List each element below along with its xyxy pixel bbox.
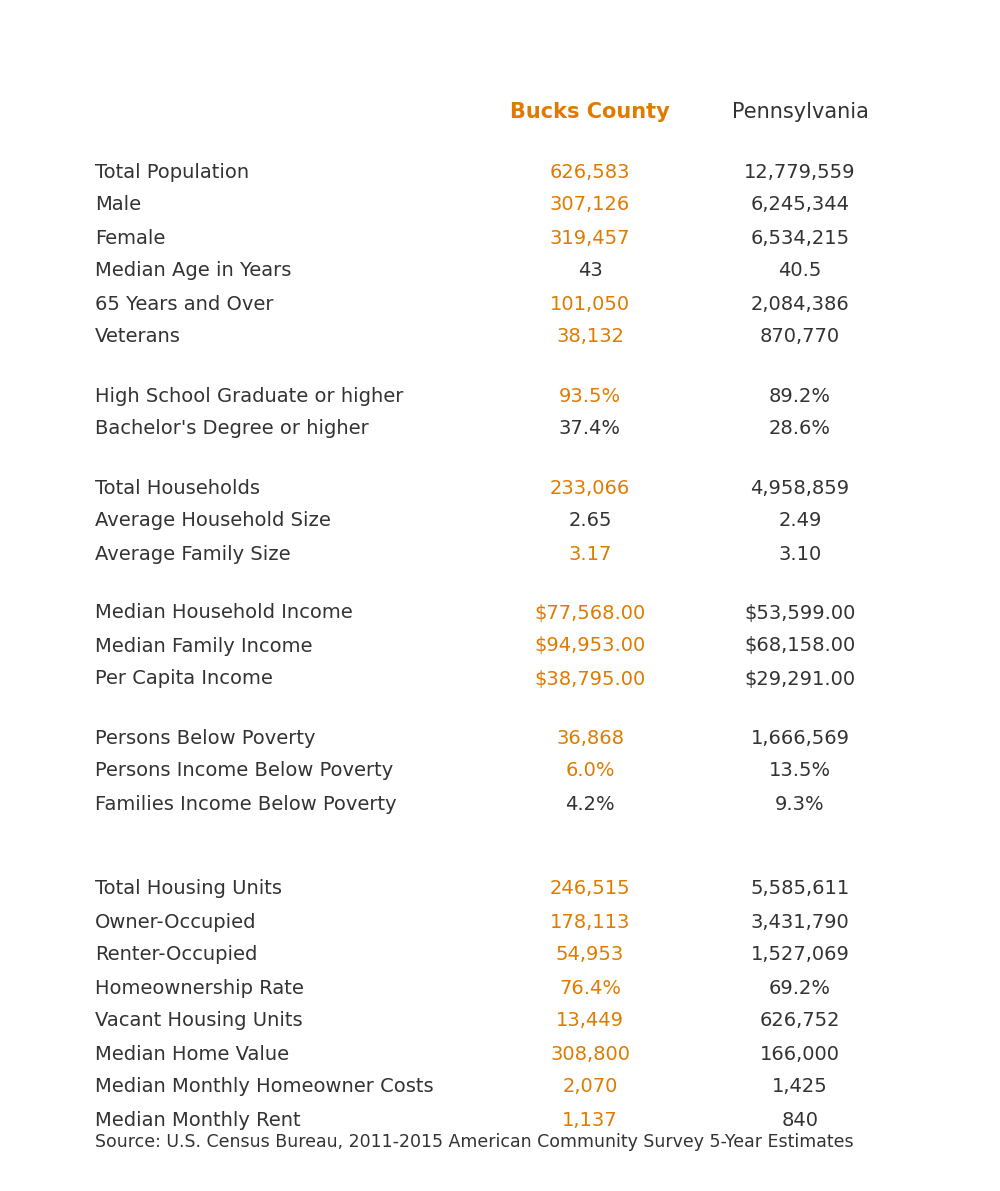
Text: Veterans: Veterans: [95, 328, 181, 347]
Text: 37.4%: 37.4%: [559, 419, 621, 438]
Text: 1,425: 1,425: [772, 1078, 828, 1097]
Text: Owner-Occupied: Owner-Occupied: [95, 912, 256, 931]
Text: 4.2%: 4.2%: [565, 794, 615, 813]
Text: 43: 43: [578, 262, 602, 281]
Text: 3.17: 3.17: [568, 544, 612, 563]
Text: Average Household Size: Average Household Size: [95, 511, 331, 530]
Text: 38,132: 38,132: [556, 328, 624, 347]
Text: 870,770: 870,770: [760, 328, 840, 347]
Text: 76.4%: 76.4%: [559, 979, 621, 998]
Text: 12,779,559: 12,779,559: [744, 162, 856, 181]
Text: 13.5%: 13.5%: [769, 761, 831, 780]
Text: 2.65: 2.65: [568, 511, 612, 530]
Text: 54,953: 54,953: [556, 946, 624, 965]
Text: 6,245,344: 6,245,344: [750, 195, 850, 214]
Text: 2,070: 2,070: [562, 1078, 618, 1097]
Text: 178,113: 178,113: [550, 912, 630, 931]
Text: High School Graduate or higher: High School Graduate or higher: [95, 387, 403, 405]
Text: Persons Below Poverty: Persons Below Poverty: [95, 729, 316, 748]
Text: $53,599.00: $53,599.00: [744, 604, 856, 623]
Text: 3.10: 3.10: [778, 544, 822, 563]
Text: Bucks County: Bucks County: [510, 102, 670, 121]
Text: 89.2%: 89.2%: [769, 387, 831, 405]
Text: Total Housing Units: Total Housing Units: [95, 879, 282, 898]
Text: 308,800: 308,800: [550, 1045, 630, 1064]
Text: Median Home Value: Median Home Value: [95, 1045, 289, 1064]
Text: 626,583: 626,583: [550, 162, 630, 181]
Text: Per Capita Income: Per Capita Income: [95, 669, 273, 688]
Text: 2.49: 2.49: [778, 511, 822, 530]
Text: 6,534,215: 6,534,215: [750, 229, 850, 248]
Text: Average Family Size: Average Family Size: [95, 544, 291, 563]
Text: Renter-Occupied: Renter-Occupied: [95, 946, 257, 965]
Text: Median Monthly Rent: Median Monthly Rent: [95, 1110, 301, 1129]
Text: 3,431,790: 3,431,790: [751, 912, 849, 931]
Text: Total Households: Total Households: [95, 479, 260, 498]
Text: 1,527,069: 1,527,069: [751, 946, 849, 965]
Text: Male: Male: [95, 195, 141, 214]
Text: $29,291.00: $29,291.00: [744, 669, 856, 688]
Text: Vacant Housing Units: Vacant Housing Units: [95, 1011, 303, 1030]
Text: Median Monthly Homeowner Costs: Median Monthly Homeowner Costs: [95, 1078, 434, 1097]
Text: 233,066: 233,066: [550, 479, 630, 498]
Text: $68,158.00: $68,158.00: [744, 636, 856, 655]
Text: 246,515: 246,515: [550, 879, 630, 898]
Text: 5,585,611: 5,585,611: [750, 879, 850, 898]
Text: 166,000: 166,000: [760, 1045, 840, 1064]
Text: 626,752: 626,752: [760, 1011, 840, 1030]
Text: Median Age in Years: Median Age in Years: [95, 262, 291, 281]
Text: Homeownership Rate: Homeownership Rate: [95, 979, 304, 998]
Text: 13,449: 13,449: [556, 1011, 624, 1030]
Text: $38,795.00: $38,795.00: [534, 669, 646, 688]
Text: 319,457: 319,457: [550, 229, 630, 248]
Text: 4,958,859: 4,958,859: [750, 479, 850, 498]
Text: 307,126: 307,126: [550, 195, 630, 214]
Text: 93.5%: 93.5%: [559, 387, 621, 405]
Text: 69.2%: 69.2%: [769, 979, 831, 998]
Text: Median Household Income: Median Household Income: [95, 604, 353, 623]
Text: Female: Female: [95, 229, 165, 248]
Text: Bachelor's Degree or higher: Bachelor's Degree or higher: [95, 419, 369, 438]
Text: Total Population: Total Population: [95, 162, 249, 181]
Text: Pennsylvania: Pennsylvania: [732, 102, 868, 121]
Text: $94,953.00: $94,953.00: [534, 636, 646, 655]
Text: 1,137: 1,137: [562, 1110, 618, 1129]
Text: Median Family Income: Median Family Income: [95, 636, 312, 655]
Text: 28.6%: 28.6%: [769, 419, 831, 438]
Text: 36,868: 36,868: [556, 729, 624, 748]
Text: Source: U.S. Census Bureau, 2011-2015 American Community Survey 5-Year Estimates: Source: U.S. Census Bureau, 2011-2015 Am…: [95, 1133, 854, 1151]
Text: Persons Income Below Poverty: Persons Income Below Poverty: [95, 761, 393, 780]
Text: 9.3%: 9.3%: [775, 794, 825, 813]
Text: Families Income Below Poverty: Families Income Below Poverty: [95, 794, 397, 813]
Text: 2,084,386: 2,084,386: [751, 294, 849, 313]
Text: 1,666,569: 1,666,569: [750, 729, 850, 748]
Text: 840: 840: [782, 1110, 818, 1129]
Text: 6.0%: 6.0%: [565, 761, 615, 780]
Text: 101,050: 101,050: [550, 294, 630, 313]
Text: $77,568.00: $77,568.00: [534, 604, 646, 623]
Text: 40.5: 40.5: [778, 262, 822, 281]
Text: 65 Years and Over: 65 Years and Over: [95, 294, 274, 313]
